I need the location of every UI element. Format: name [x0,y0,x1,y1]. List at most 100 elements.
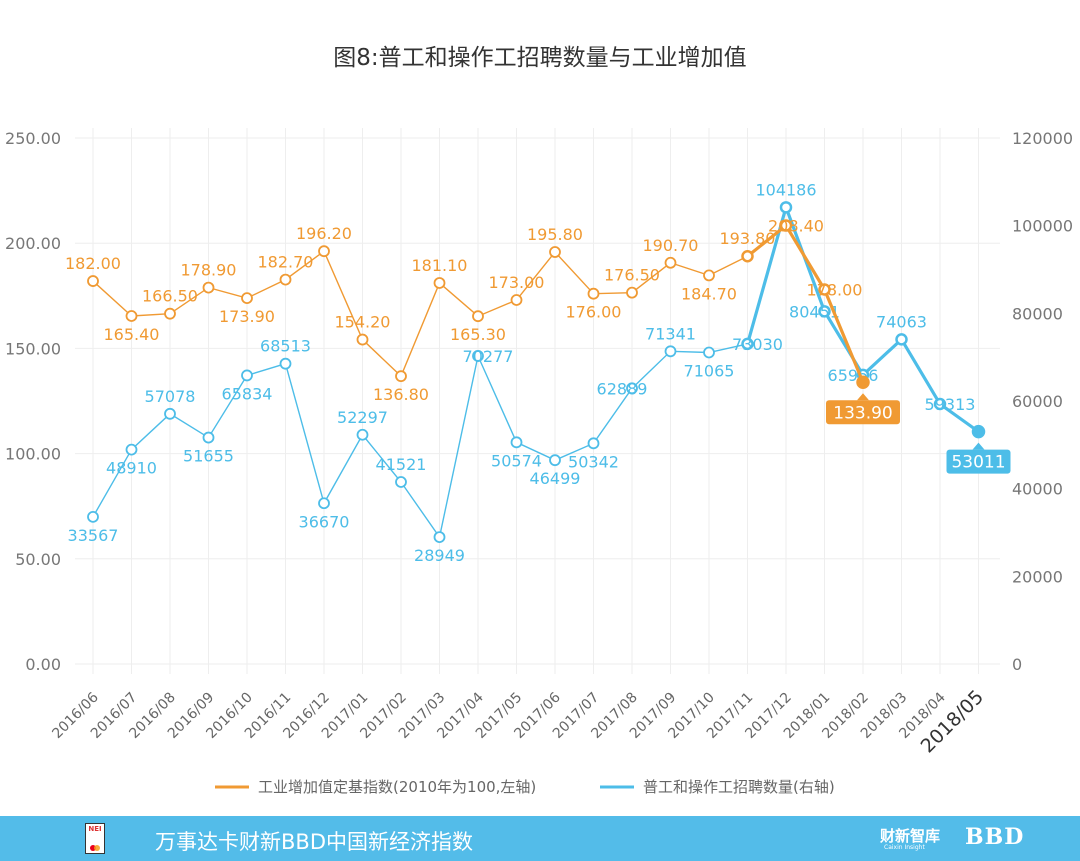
blue-point [356,428,369,441]
blue-point [125,443,138,456]
blue-data-label: 62889 [597,379,648,398]
y-right-tick-label: 40000 [1012,480,1063,499]
caixin-insight-logo: 财新智库 [880,827,941,845]
legend-blue-label: 普工和操作工招聘数量(右轴) [643,778,835,796]
blue-point [779,201,793,214]
blue-data-label: 104186 [755,180,816,199]
orange-data-label: 173.90 [219,307,275,326]
y-right-tick-label: 120000 [1012,129,1073,148]
orange-data-label: 173.00 [489,273,545,292]
orange-point [164,307,176,320]
y-right-tick-label: 20000 [1012,567,1063,586]
orange-data-label: 176.50 [604,266,660,285]
blue-data-label: 65834 [222,384,273,403]
orange-point [626,286,638,299]
axes: 0.00 50.00 100.00 150.00 200.00 250.00 0 20000 4… [5,129,1073,757]
series-industrial-index: 182.00 165.40 166.50 178.90 173.90 182.70 196.… [65,217,900,425]
orange-callout-box [826,400,900,425]
y-left-tick-label: 0.00 [25,655,61,674]
blue-data-label: 80451 [789,302,840,321]
bbd-logo: BBD [965,824,1025,850]
blue-point [318,497,330,510]
orange-point [856,375,870,390]
blue-line-thin [92,343,748,539]
blue-data-label: 71341 [645,324,696,343]
orange-data-label: 165.30 [450,325,506,344]
chart-area: 0.00 50.00 100.00 150.00 200.00 250.00 0 20000 4… [5,128,1073,796]
footer-bar: NEI 万事达卡财新BBD中国新经济指数 财新智库 Caixin Insight… [0,816,1080,861]
blue-point [164,407,176,420]
blue-point [703,346,715,359]
blue-point [933,397,947,411]
blue-callout-box [946,449,1011,474]
blue-data-label: 68513 [260,337,311,356]
orange-point [779,219,793,232]
orange-point [472,310,484,323]
blue-data-label: 41521 [376,455,427,474]
blue-data-label: 71065 [684,361,735,380]
blue-point [626,382,638,395]
orange-point [87,275,99,287]
orange-data-label: 136.80 [373,385,429,404]
blue-point [971,424,986,439]
orange-data-label: 193.80 [720,229,776,248]
y-right-tick-label: 0 [1012,655,1022,674]
orange-line-thick [746,223,865,383]
orange-point [510,294,523,306]
blue-data-label: 48910 [106,459,157,478]
blue-point [202,431,215,444]
orange-data-label: 176.00 [566,303,622,322]
blue-point [818,305,831,318]
blue-data-label: 65956 [828,366,879,385]
y-right-tick-label: 100000 [1012,217,1073,236]
mastercard-icon [90,845,100,851]
orange-data-label: 165.40 [104,325,160,344]
orange-point [318,245,330,258]
blue-point [241,369,253,382]
orange-point [395,370,407,383]
series-recruitment-count: 33567 48910 57078 51655 65834 68513 36670 52297… [68,180,1011,565]
blue-point [87,510,99,523]
blue-point [741,337,754,351]
orange-point [279,273,292,286]
orange-point [433,277,446,289]
orange-data-label: 196.20 [296,224,352,243]
blue-data-label: 46499 [530,469,581,488]
blue-data-label: 50574 [491,451,542,470]
blue-point [472,350,484,362]
y-left-tick-label: 100.00 [5,445,61,464]
orange-data-label: 154.20 [335,313,391,332]
orange-point [125,310,138,322]
blue-point [395,476,407,488]
blue-point [895,333,908,346]
y-left-tick-label: 200.00 [5,234,61,253]
blue-data-label: 51655 [183,447,234,466]
blue-point [587,437,600,450]
legend-orange-label: 工业增加值定基指数(2010年为100,左轴) [258,778,536,796]
orange-point [549,246,561,258]
orange-data-label: 178.90 [181,261,237,280]
orange-line-thin [92,250,748,378]
orange-point [664,256,677,269]
gridlines [75,128,1000,674]
blue-data-label: 59313 [925,395,976,414]
blue-callout-pointer [972,442,985,450]
blue-data-label: 36670 [299,512,350,531]
blue-point [433,531,446,544]
blue-point [549,454,561,467]
orange-point [241,292,253,305]
blue-data-label: 33567 [68,526,119,545]
blue-data-label: 74063 [876,312,927,331]
caixin-insight-subtitle: Caixin Insight [884,844,925,851]
blue-callout-label: 53011 [951,453,1005,473]
blue-data-label: 73030 [732,335,783,354]
blue-data-label: 57078 [145,387,196,406]
orange-data-label: 181.10 [412,256,468,275]
orange-point [356,333,369,346]
orange-point [741,249,754,263]
blue-data-label: 52297 [337,408,388,427]
orange-data-label: 184.70 [681,284,737,303]
orange-callout-label: 133.90 [833,403,892,423]
orange-point [202,281,215,294]
orange-point [703,269,715,282]
